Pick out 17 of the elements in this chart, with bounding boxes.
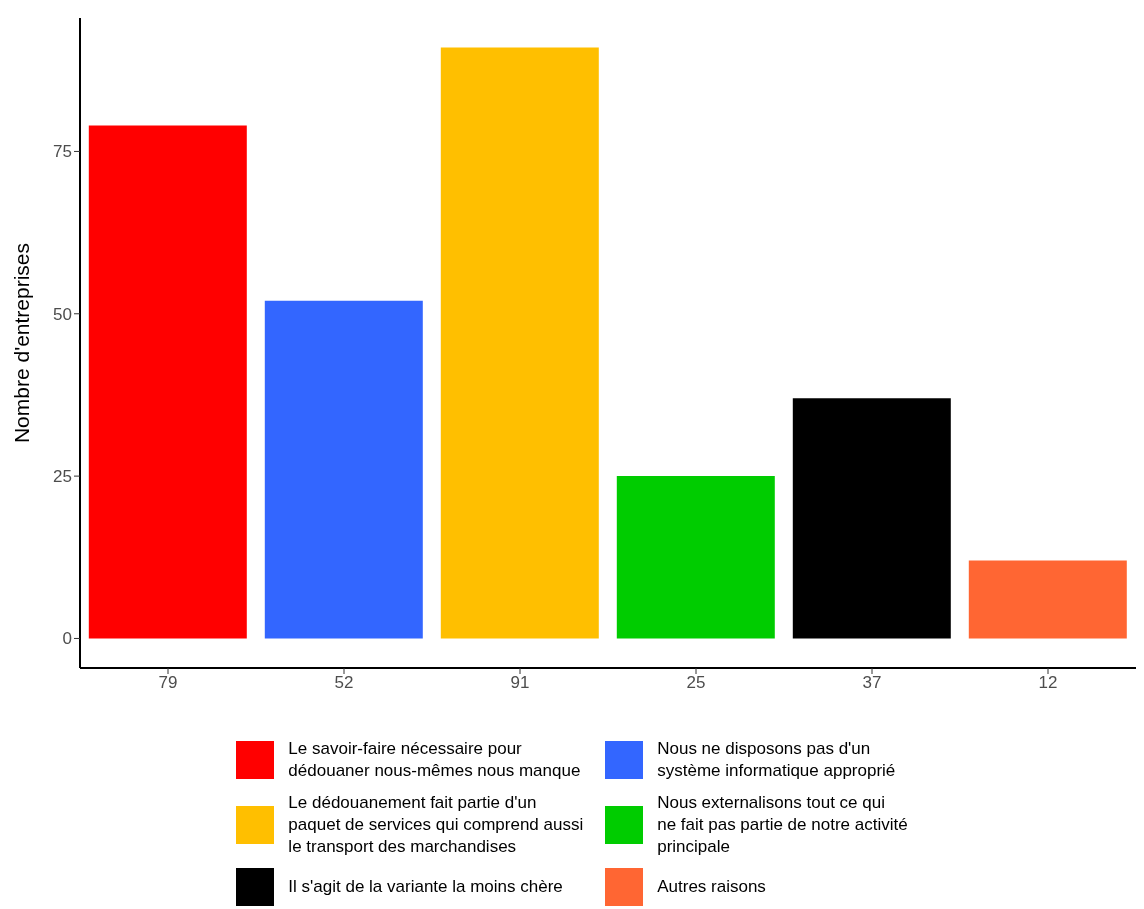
y-tick-label: 75 (53, 142, 72, 162)
x-tick-label: 25 (686, 673, 706, 693)
legend-label: Il s'agit de la variante la moins chère (288, 876, 563, 898)
y-axis-title: Nombre d'entreprises (10, 242, 34, 444)
legend-label: Nous externalisons tout ce qui ne fait pas partie de notre activité principale (657, 792, 908, 858)
x-tick-label: 52 (334, 673, 354, 693)
legend-label: Le dédouanement fait partie d'un paquet de services qui comprend aussi le transport des marchandises (288, 792, 584, 858)
legend-label: Le savoir-faire nécessaire pour dédouaner nous-mêmes nous manque (288, 738, 581, 782)
x-tick-label: 37 (862, 673, 882, 693)
legend-label: Autres raisons (657, 876, 766, 898)
y-tick-label: 25 (53, 467, 72, 487)
legend-label: Nous ne disposons pas d'un système informatique approprié (657, 738, 896, 782)
y-tick-label: 50 (53, 304, 72, 324)
x-tick-label: 91 (510, 673, 530, 693)
x-tick-label: 12 (1038, 673, 1058, 693)
y-tick-label: 0 (62, 629, 72, 649)
x-tick-label: 79 (158, 673, 178, 693)
